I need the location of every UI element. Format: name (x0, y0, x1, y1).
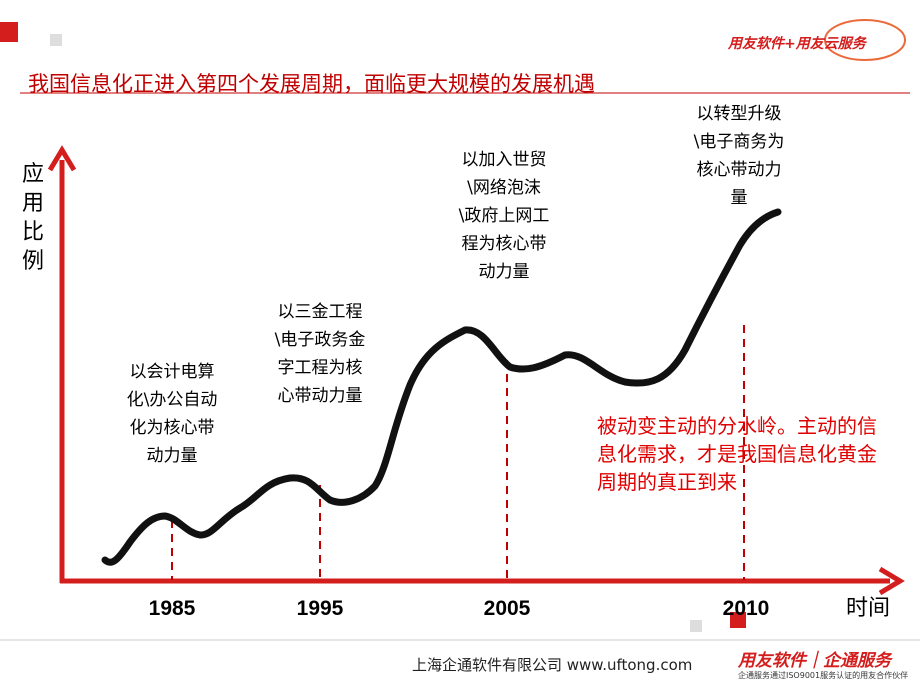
growth-curve (101, 208, 782, 566)
corner-block (690, 620, 702, 632)
footer-company: 上海企通软件有限公司 www.uftong.com (412, 656, 693, 674)
slide-title: 我国信息化正进入第四个发展周期，面临更大规模的发展机遇 (28, 72, 595, 96)
period-markers (171, 325, 745, 580)
corner-block (50, 34, 62, 46)
year-label: 2010 (722, 597, 770, 620)
year-label: 1985 (148, 597, 196, 620)
period-label: 以加入世贸\网络泡沫\政府上网工程为核心带动力量 (458, 150, 550, 282)
period-label: 以转型升级\电子商务为核心带动力量 (693, 104, 785, 208)
year-label: 2005 (483, 597, 531, 620)
x-axis-label: 时间 (846, 596, 891, 621)
footer-brand: 用友软件｜企通服务 (738, 651, 891, 671)
corner-block (0, 22, 18, 42)
period-label: 以会计电算化\办公自动化为核心带动力量 (126, 362, 218, 466)
period-label: 以三金工程\电子政务金字工程为核心带动力量 (274, 302, 366, 406)
corner-block (730, 612, 746, 628)
year-label: 1995 (296, 597, 344, 620)
logo-text: 用友软件+用友云服务 (728, 36, 866, 52)
y-axis-label: 应用比例 (22, 162, 45, 274)
y-arrow (47, 145, 77, 172)
x-arrow (878, 566, 905, 596)
annotation: 被动变主动的分水岭。主动的信息化需求，才是我国信息化黄金周期的真正到来 (597, 414, 877, 494)
cloud-logo (824, 19, 906, 61)
footer-tagline: 企通服务通过ISO9001服务认证的用友合作伙伴 (738, 671, 909, 680)
